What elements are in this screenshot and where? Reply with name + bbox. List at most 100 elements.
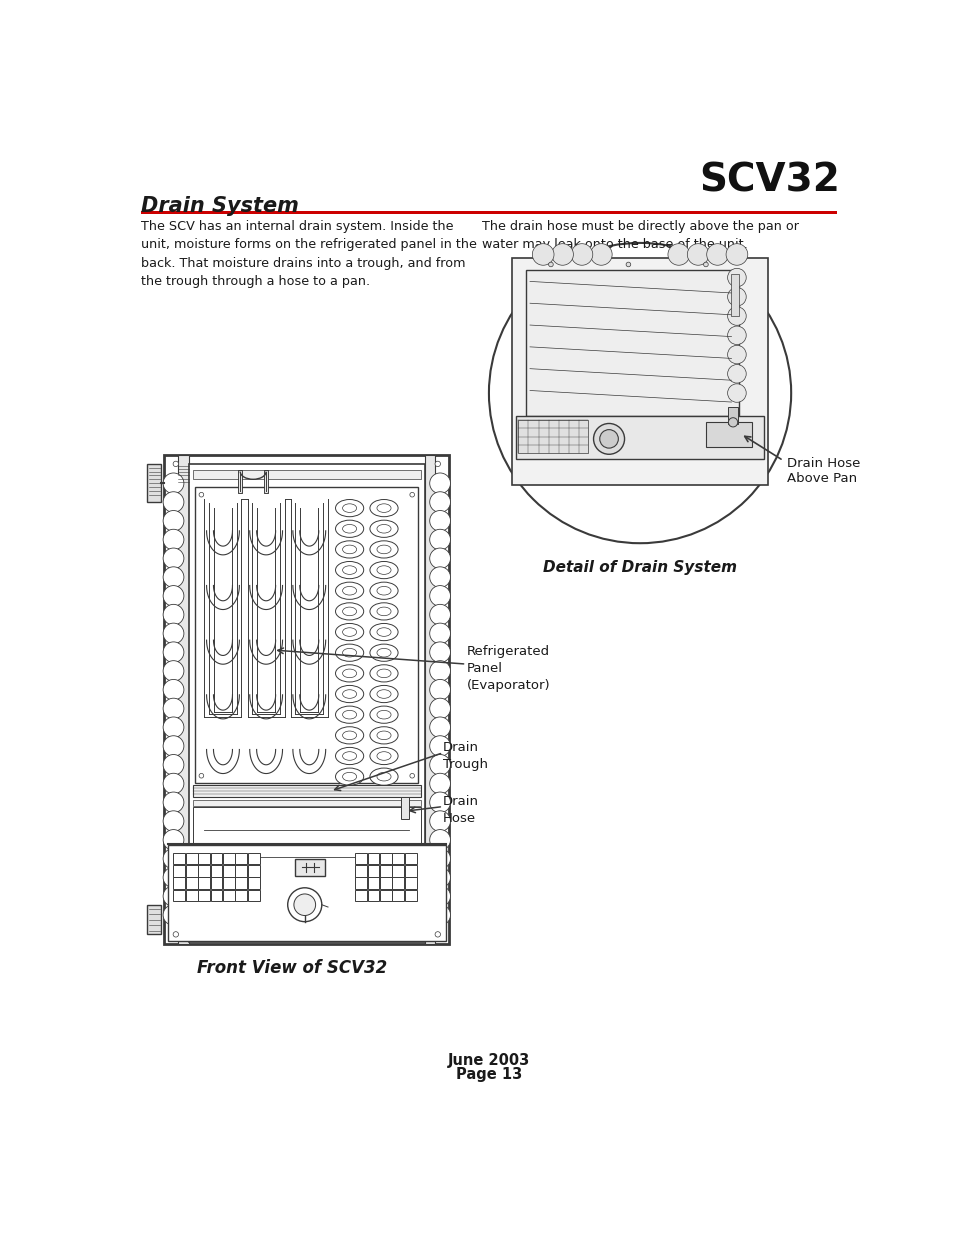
Bar [186,889,197,902]
Circle shape [429,905,450,925]
Circle shape [163,661,184,682]
Circle shape [703,262,707,267]
Circle shape [199,493,204,496]
Ellipse shape [370,541,397,558]
Ellipse shape [342,689,356,698]
Circle shape [429,661,450,682]
Ellipse shape [376,669,391,678]
Bar [235,864,247,877]
Circle shape [429,885,450,906]
Ellipse shape [376,525,391,534]
Bar [404,889,416,902]
Circle shape [728,417,737,427]
Bar [404,852,416,864]
Bar [355,877,367,889]
Bar [295,858,325,876]
Bar [355,864,367,877]
Bar [355,852,367,864]
Ellipse shape [342,504,356,513]
Circle shape [429,510,450,531]
Bar [525,270,739,416]
Bar [173,877,185,889]
Circle shape [725,243,747,266]
Bar [211,889,222,902]
Ellipse shape [335,541,363,558]
Text: SCV32: SCV32 [699,162,840,200]
Bar [401,798,409,819]
Bar [164,454,449,944]
Bar [404,877,416,889]
Circle shape [163,736,184,756]
Circle shape [199,773,204,778]
Circle shape [163,567,184,588]
Circle shape [429,567,450,588]
Circle shape [727,326,745,345]
Ellipse shape [335,582,363,599]
Circle shape [548,262,553,267]
Bar [404,864,416,877]
Circle shape [163,885,184,906]
Circle shape [532,243,554,266]
Circle shape [429,792,450,813]
Ellipse shape [335,685,363,703]
Circle shape [163,585,184,606]
Bar [195,487,418,783]
Ellipse shape [335,624,363,641]
Bar [367,852,379,864]
Bar [193,471,420,479]
Bar [223,852,234,864]
Circle shape [429,811,450,831]
Circle shape [551,243,573,266]
Ellipse shape [370,664,397,682]
Bar [211,852,222,864]
Bar [379,852,392,864]
Ellipse shape [370,645,397,661]
Circle shape [163,867,184,888]
Ellipse shape [342,648,356,657]
Circle shape [667,243,689,266]
Circle shape [288,888,321,921]
Bar [178,454,189,944]
Ellipse shape [335,768,363,785]
Circle shape [727,346,745,364]
Circle shape [163,473,184,494]
Ellipse shape [370,768,397,785]
Circle shape [163,755,184,776]
Bar [516,416,763,458]
Ellipse shape [335,603,363,620]
Text: Front View of SCV32: Front View of SCV32 [197,960,387,977]
Circle shape [429,642,450,662]
Bar [141,211,836,215]
Bar [189,464,424,942]
Bar [235,877,247,889]
Ellipse shape [376,627,391,636]
Bar [512,258,767,485]
Bar [173,889,185,902]
Ellipse shape [335,747,363,764]
Bar [173,864,185,877]
Circle shape [163,811,184,831]
Circle shape [163,642,184,662]
Circle shape [429,624,450,643]
Bar [198,877,210,889]
Bar [248,864,259,877]
Ellipse shape [342,525,356,534]
Bar [379,864,392,877]
Bar [731,274,739,316]
Bar [235,889,247,902]
Ellipse shape [342,669,356,678]
Ellipse shape [370,726,397,743]
Ellipse shape [342,731,356,740]
Text: Page 13: Page 13 [456,1067,521,1082]
Ellipse shape [376,608,391,616]
Bar [186,877,197,889]
Circle shape [727,306,745,325]
Circle shape [163,604,184,625]
Circle shape [429,755,450,776]
Text: Refrigerated
Panel
(Evaporator): Refrigerated Panel (Evaporator) [466,645,550,692]
Circle shape [163,624,184,643]
Text: Drain Hose
Above Pan: Drain Hose Above Pan [786,457,860,485]
Circle shape [590,243,612,266]
Circle shape [727,268,745,287]
Text: Detail of Drain System: Detail of Drain System [542,561,737,576]
